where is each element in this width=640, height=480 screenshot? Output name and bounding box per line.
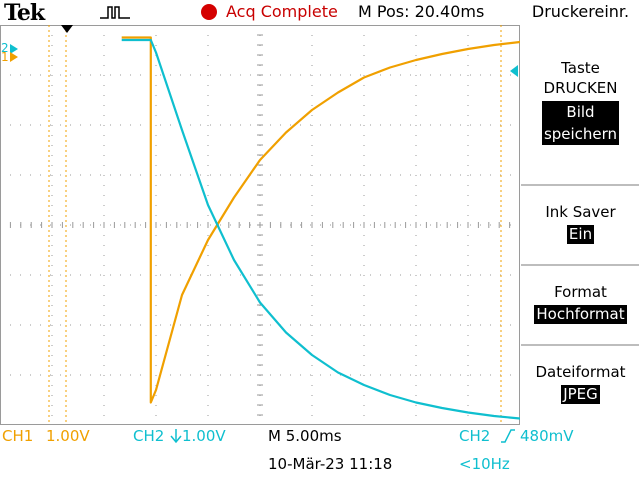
trigger-pulse-icon: [100, 6, 130, 19]
horizontal-position: M Pos: 20.40ms: [358, 2, 485, 21]
channel-markers: 2 1: [1, 25, 518, 77]
trace-ch1: [121, 36, 520, 404]
traces: [121, 36, 520, 420]
menu-title: Druckereinr.: [531, 2, 630, 21]
format-value: Hochformat: [534, 305, 627, 324]
trigger-source: CH2: [459, 427, 491, 445]
trigger-level-marker: [510, 65, 518, 77]
top-status-bar: Tek Acq Complete M Pos: 20.40ms Druckere…: [0, 0, 640, 26]
print-button-label2: DRUCKEN: [543, 79, 618, 97]
date-time: 10-Mär-23 11:18: [268, 455, 393, 473]
ch1-marker-arrow: [10, 52, 18, 62]
graticule: [0, 25, 520, 425]
menu-divider: [521, 264, 639, 266]
ch2-scale: 1.00V: [182, 427, 226, 445]
timebase: M 5.00ms: [268, 427, 342, 445]
print-button-label1: Taste: [561, 59, 600, 77]
ch1-label: CH1: [2, 427, 34, 445]
side-menu: Taste DRUCKEN Bild speichern Ink Saver Ei…: [521, 24, 640, 480]
ch2-bandwidth-icon: [170, 429, 182, 443]
print-button-setting[interactable]: Taste DRUCKEN Bild speichern: [521, 58, 640, 145]
trigger-frequency: <10Hz: [459, 455, 510, 473]
menu-divider: [521, 184, 639, 186]
ch1-scale: 1.00V: [46, 427, 90, 445]
trigger-position-marker: [61, 25, 73, 33]
brand-logo: Tek: [4, 0, 45, 26]
rising-edge-icon: [501, 429, 515, 443]
file-format-value: JPEG: [561, 385, 600, 404]
file-format-setting[interactable]: Dateiformat JPEG: [521, 362, 640, 404]
print-button-value: Bild speichern: [541, 101, 620, 145]
trigger-level: 480mV: [520, 427, 574, 445]
ch2-label: CH2: [133, 427, 165, 445]
menu-divider: [521, 344, 639, 346]
ch1-ground-marker: 1: [1, 50, 9, 64]
trace-ch2: [121, 38, 520, 420]
acquisition-status: Acq Complete: [226, 2, 338, 21]
file-format-label: Dateiformat: [535, 363, 626, 381]
ch2-marker-arrow: [10, 44, 18, 54]
ink-saver-value: Ein: [566, 225, 595, 244]
format-label: Format: [554, 283, 607, 301]
acquisition-status-indicator: [201, 4, 217, 20]
ch2-ground-marker: 2: [1, 41, 9, 55]
waveform-display: 2 1: [0, 25, 520, 425]
format-setting[interactable]: Format Hochformat: [521, 282, 640, 324]
ink-saver-setting[interactable]: Ink Saver Ein: [521, 202, 640, 244]
ink-saver-label: Ink Saver: [545, 203, 616, 221]
